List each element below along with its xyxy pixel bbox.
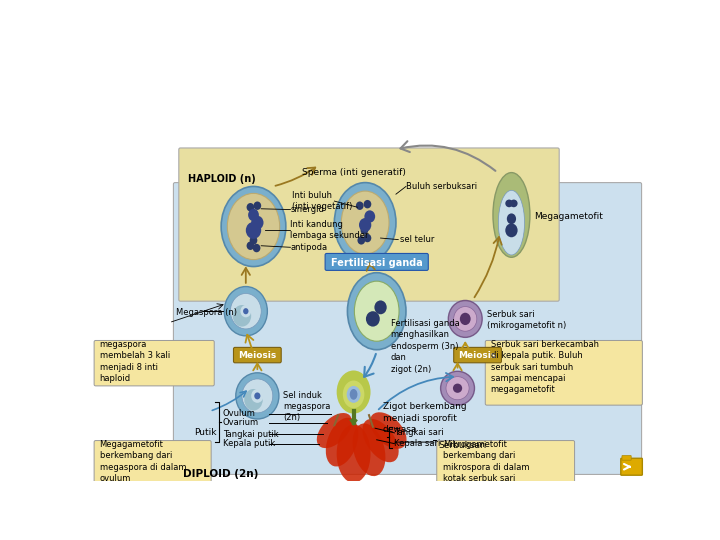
Text: megaspora
membelah 3 kali
menjadi 8 inti
haploid: megaspora membelah 3 kali menjadi 8 inti… [99,340,170,383]
Ellipse shape [251,215,264,230]
Ellipse shape [346,386,361,403]
Text: Tangkai putik: Tangkai putik [222,430,279,439]
Text: Putik: Putik [194,428,217,437]
Text: Tangkai sari: Tangkai sari [395,428,444,437]
Ellipse shape [341,191,389,254]
Text: Sel induk
megaspora
(2n): Sel induk megaspora (2n) [283,390,330,422]
Ellipse shape [337,370,371,414]
Ellipse shape [240,305,251,318]
Ellipse shape [254,393,261,400]
FancyBboxPatch shape [233,347,282,363]
Ellipse shape [505,224,518,237]
Ellipse shape [221,186,286,267]
Ellipse shape [357,236,365,245]
FancyBboxPatch shape [622,456,631,460]
Ellipse shape [453,383,462,393]
Ellipse shape [361,226,368,234]
FancyBboxPatch shape [94,340,215,386]
Ellipse shape [317,413,352,448]
Ellipse shape [359,218,372,232]
Text: Megagametofit
berkembang dari
megaspora di dalam
ovulum: Megagametofit berkembang dari megaspora … [99,440,186,483]
Text: Serbuksari: Serbuksari [438,441,487,450]
FancyBboxPatch shape [94,441,211,496]
Ellipse shape [233,305,251,327]
Text: Inti kandung
lembaga sekunder: Inti kandung lembaga sekunder [290,220,369,240]
Text: Kepala putik: Kepala putik [222,439,275,448]
Ellipse shape [243,308,248,314]
FancyBboxPatch shape [437,441,575,497]
Ellipse shape [235,373,279,419]
Ellipse shape [246,203,254,212]
Ellipse shape [460,313,471,325]
Text: Mikrogametofit
berkembang dari
mikrospora di dalam
kotak serbuk sari: Mikrogametofit berkembang dari mikrospor… [443,440,529,483]
Text: Ovulum: Ovulum [222,409,256,418]
Ellipse shape [354,281,399,341]
Text: Inti buluh
(inti vegetatif): Inti buluh (inti vegetatif) [292,191,352,211]
Ellipse shape [510,200,518,207]
Ellipse shape [364,234,372,242]
Ellipse shape [366,311,379,327]
Ellipse shape [370,412,407,449]
Ellipse shape [498,190,525,255]
Ellipse shape [246,222,261,239]
Text: Megaspora (n): Megaspora (n) [176,308,238,317]
Text: Fertilisasi ganda
menghasilkan
endosperm (3n)
dan
zigot (2n): Fertilisasi ganda menghasilkan endosperm… [390,319,459,374]
Ellipse shape [248,209,259,221]
Ellipse shape [364,210,375,222]
Ellipse shape [493,173,530,257]
Ellipse shape [242,379,273,413]
FancyBboxPatch shape [485,340,642,405]
Ellipse shape [246,241,254,250]
Ellipse shape [374,300,387,314]
Ellipse shape [449,300,482,338]
Ellipse shape [362,419,399,462]
Ellipse shape [454,307,477,331]
Ellipse shape [334,183,396,262]
FancyBboxPatch shape [454,347,501,363]
Ellipse shape [348,273,406,350]
Ellipse shape [244,389,263,410]
Ellipse shape [325,418,359,467]
Text: antipoda: antipoda [290,243,328,252]
Ellipse shape [505,200,513,207]
Ellipse shape [350,389,357,400]
Ellipse shape [250,236,257,245]
Ellipse shape [507,213,516,224]
FancyBboxPatch shape [325,253,428,271]
Ellipse shape [251,389,264,403]
Text: Sperma (inti generatif): Sperma (inti generatif) [302,168,405,177]
Ellipse shape [343,381,364,408]
Ellipse shape [441,372,474,405]
Ellipse shape [253,244,261,252]
FancyBboxPatch shape [174,183,642,475]
Text: HAPLOID (n): HAPLOID (n) [188,174,256,184]
Text: Buluh serbuksari: Buluh serbuksari [406,182,477,191]
Ellipse shape [230,293,261,329]
Text: Meiosis: Meiosis [238,352,276,360]
Ellipse shape [253,201,261,210]
FancyBboxPatch shape [621,458,642,475]
Ellipse shape [353,423,385,476]
Ellipse shape [224,287,267,336]
Text: Fertilisasi ganda: Fertilisasi ganda [330,258,423,268]
Text: sel telur: sel telur [400,235,434,244]
Text: Kepala sari: Kepala sari [395,439,441,448]
Text: Ovarium: Ovarium [222,418,258,427]
Text: DIPLOID (2n): DIPLOID (2n) [183,469,258,479]
Text: Meiosis: Meiosis [459,352,497,360]
Text: sinergid: sinergid [290,205,324,214]
Text: Serbuk sari
(mikrogametofit n): Serbuk sari (mikrogametofit n) [487,310,566,330]
Ellipse shape [364,200,372,208]
Text: Megagametofit: Megagametofit [534,212,603,221]
Text: Serbuk sari berkecambah
di kepala putik. Buluh
serbuk sari tumbuh
sampai mencapa: Serbuk sari berkecambah di kepala putik.… [490,340,598,395]
Ellipse shape [228,193,279,260]
Ellipse shape [446,377,469,400]
Ellipse shape [356,201,364,210]
Text: Zigot berkembang
menjadi sporofit
dewasa: Zigot berkembang menjadi sporofit dewasa [383,402,467,434]
FancyBboxPatch shape [179,148,559,301]
Ellipse shape [337,424,371,483]
